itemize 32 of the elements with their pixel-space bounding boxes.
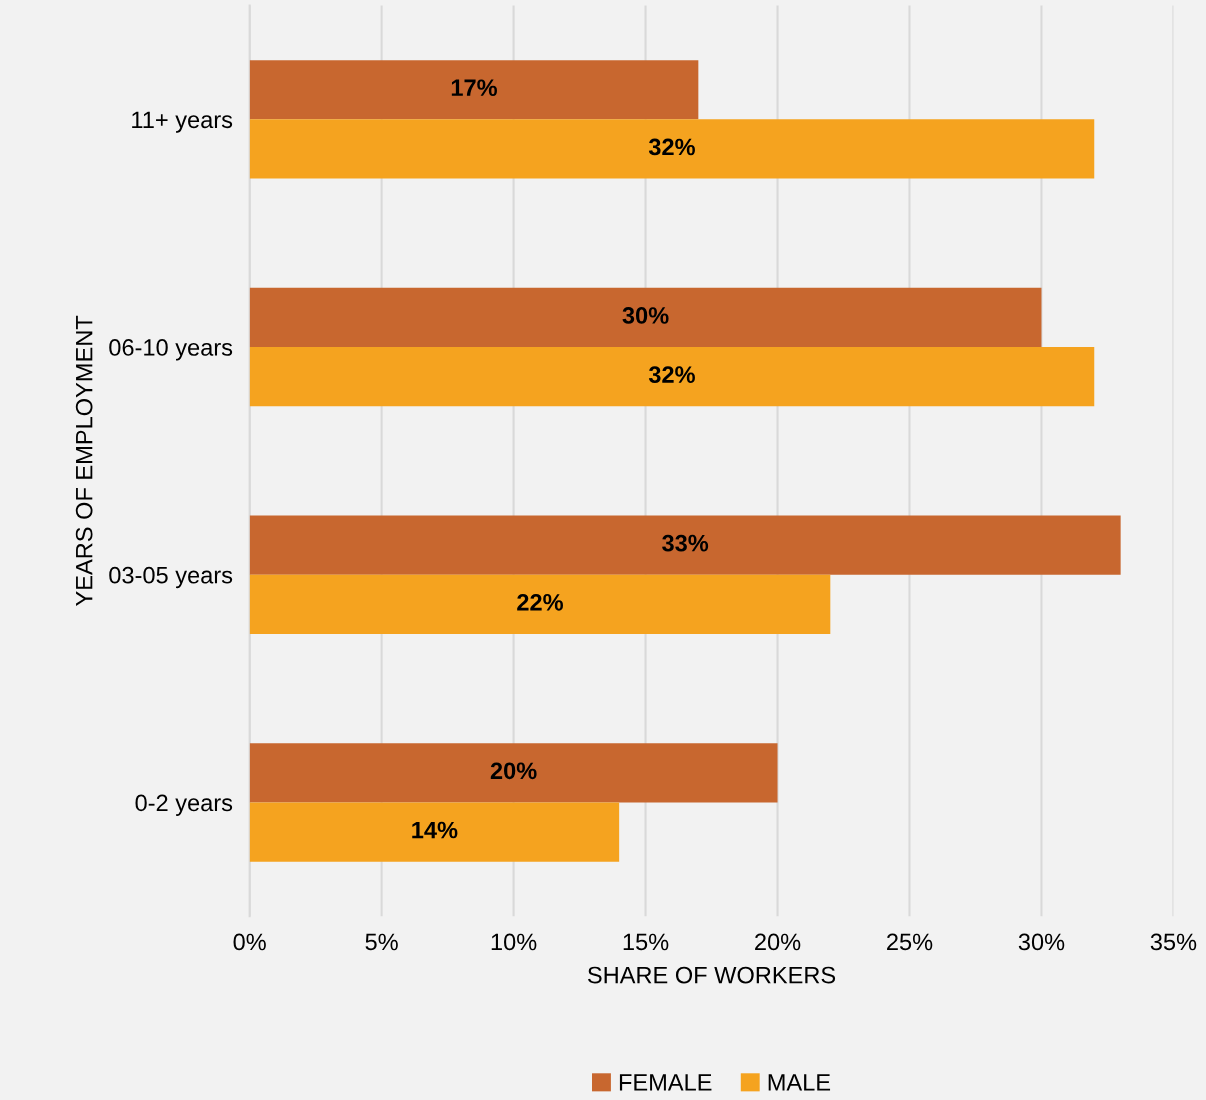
x-tick-label: 25%: [887, 933, 933, 951]
y-tick-label: 03-05 years: [109, 566, 233, 589]
data-label: 30%: [622, 307, 669, 324]
data-label: 32%: [648, 138, 695, 156]
data-label: 22%: [517, 593, 563, 611]
data-label: 20%: [490, 762, 537, 780]
x-tick-label: 15%: [623, 933, 669, 951]
x-tick-label: 5%: [365, 933, 398, 951]
data-label: 32%: [648, 366, 695, 384]
bar: [249, 60, 699, 120]
bar: [249, 802, 620, 862]
x-tick-label: 30%: [1018, 933, 1065, 951]
x-axis-title: SHARE OF WORKERS: [587, 966, 836, 984]
legend-label: MALE: [768, 1074, 831, 1091]
x-tick-label: 35%: [1150, 933, 1197, 951]
x-tick-label: 10%: [491, 933, 537, 951]
bar: [249, 515, 1121, 575]
data-label: 33%: [662, 534, 709, 552]
bar: [249, 574, 831, 634]
y-tick-label: 11+ years: [132, 111, 233, 133]
y-tick-label: 0-2 years: [135, 794, 233, 816]
bar: [249, 347, 1095, 407]
bar: [249, 287, 1042, 348]
x-tick-label: 0%: [233, 933, 266, 951]
x-tick-label: 20%: [755, 933, 801, 951]
bar: [249, 743, 778, 803]
legend-label: FEMALE: [619, 1074, 712, 1091]
y-axis-title: YEARS OF EMPLOYMENT: [75, 315, 93, 607]
data-label: 14%: [412, 821, 458, 839]
data-label: 17%: [451, 79, 497, 97]
y-tick-label: 06-10 years: [109, 339, 233, 361]
bar: [249, 119, 1095, 179]
